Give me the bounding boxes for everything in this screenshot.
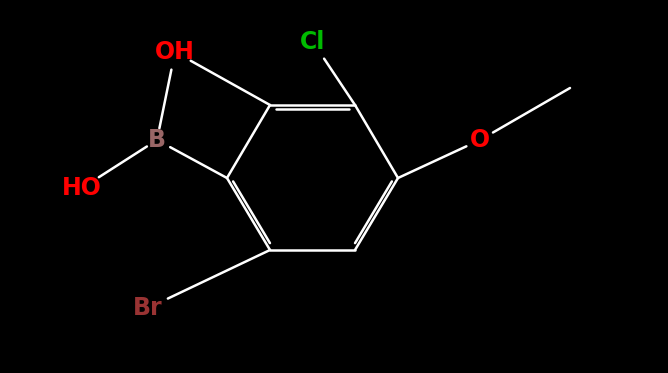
Text: O: O	[470, 128, 490, 152]
Text: Br: Br	[133, 296, 163, 320]
Text: Cl: Cl	[301, 30, 326, 54]
Text: B: B	[148, 128, 166, 152]
Text: HO: HO	[62, 176, 102, 200]
Text: OH: OH	[155, 40, 195, 64]
